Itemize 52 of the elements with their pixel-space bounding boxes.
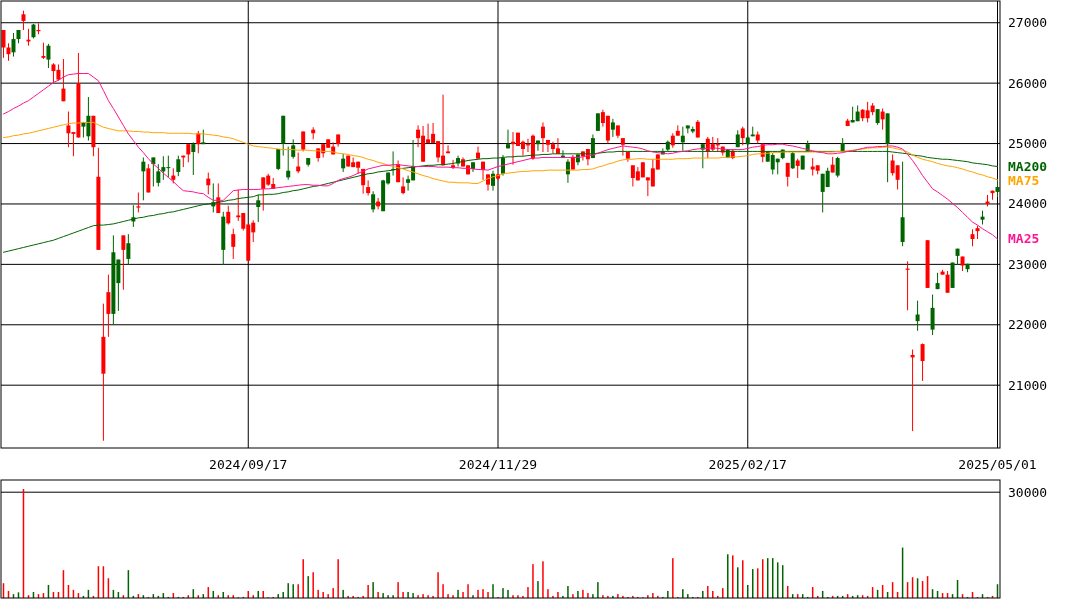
- y-tick-label: 21000: [1008, 377, 1048, 393]
- candlestick: [256, 194, 261, 223]
- candlestick: [126, 233, 131, 266]
- series-label: MA200: [1008, 159, 1048, 175]
- y-tick-label: 26000: [1008, 75, 1048, 91]
- candlestick: [231, 228, 236, 260]
- series-label: MA75: [1008, 173, 1040, 189]
- candlestick: [176, 155, 181, 177]
- candlestick: [371, 190, 376, 213]
- candlestick: [895, 164, 900, 190]
- candlestick: [226, 205, 231, 225]
- candlestick: [291, 138, 296, 160]
- candlestick: [401, 176, 406, 195]
- candlestick: [930, 294, 935, 336]
- candlestick: [121, 234, 126, 291]
- candlestick: [945, 270, 950, 294]
- candlestick: [46, 43, 51, 69]
- candlestick: [136, 191, 141, 213]
- candlestick: [341, 153, 346, 173]
- candlestick: [740, 126, 745, 146]
- y-tick-label: 22000: [1008, 317, 1048, 333]
- candlestick: [366, 179, 371, 197]
- candlestick: [835, 156, 840, 178]
- y-tick-label: 30000: [1008, 484, 1048, 500]
- candlestick: [106, 274, 111, 338]
- candlestick: [156, 163, 161, 187]
- candlestick: [540, 121, 545, 153]
- candlestick: [920, 343, 925, 382]
- x-tick-label: 2025/02/17: [708, 456, 787, 472]
- candlestick: [141, 156, 146, 201]
- y-tick-label: 25000: [1008, 136, 1048, 152]
- y-tick-label: 27000: [1008, 15, 1048, 31]
- y-tick-label: 24000: [1008, 196, 1048, 212]
- candlestick: [11, 32, 16, 58]
- candlestick: [880, 108, 885, 131]
- candlestick: [795, 158, 800, 179]
- candlestick: [186, 143, 191, 163]
- series-label: MA25: [1008, 231, 1040, 247]
- candlestick: [191, 141, 196, 176]
- candlestick: [555, 137, 560, 155]
- candlestick: [51, 62, 56, 84]
- candlestick: [261, 176, 266, 212]
- candlestick: [476, 146, 481, 160]
- x-tick-label: 2024/11/29: [458, 456, 538, 472]
- candlestick: [61, 58, 66, 102]
- x-tick-label: 2025/05/01: [958, 456, 1037, 472]
- x-tick-label: 2024/09/17: [209, 456, 288, 472]
- y-tick-label: 23000: [1008, 256, 1048, 272]
- candlestick: [610, 118, 615, 138]
- candlestick: [21, 10, 26, 31]
- candlestick: [66, 111, 71, 148]
- candlestick: [446, 144, 451, 154]
